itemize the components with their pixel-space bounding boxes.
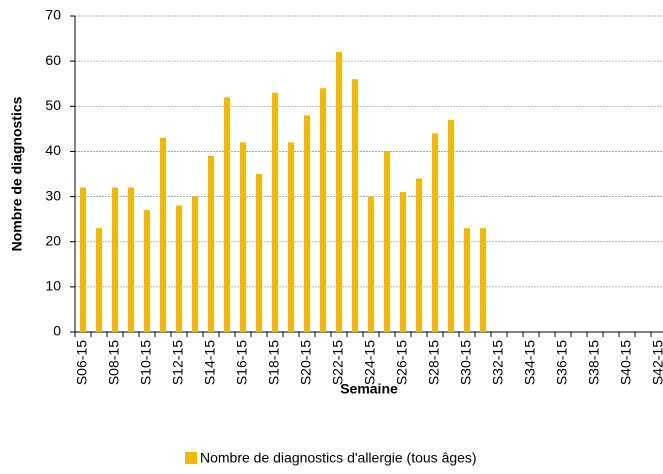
bar	[400, 192, 406, 332]
x-tick-label: S32-15	[490, 340, 506, 385]
x-tick-label: S12-15	[170, 340, 186, 385]
y-axis-title: Nombre de diagnostics	[9, 96, 25, 251]
bar	[80, 187, 86, 332]
bar	[240, 142, 246, 332]
x-tick-label: S06-15	[74, 340, 90, 385]
x-tick-label: S08-15	[106, 340, 122, 385]
x-tick-label: S26-15	[394, 340, 410, 385]
bar	[128, 187, 134, 332]
bar	[192, 196, 198, 332]
x-tick-label: S30-15	[458, 340, 474, 385]
x-tick-label: S20-15	[298, 340, 314, 385]
y-tick-label: 30	[45, 187, 61, 203]
bar	[320, 88, 326, 332]
bar	[352, 79, 358, 332]
bar	[208, 155, 214, 332]
x-tick-label: S16-15	[234, 340, 250, 385]
bar	[288, 142, 294, 332]
x-tick-label: S14-15	[202, 340, 218, 385]
y-tick-label: 0	[53, 323, 61, 339]
x-tick-label: S22-15	[330, 340, 346, 385]
bar	[176, 205, 182, 332]
bar	[224, 97, 230, 332]
x-axis-title: Semaine	[340, 381, 398, 397]
legend-swatch	[185, 452, 197, 464]
bar	[272, 92, 278, 332]
x-tick-label: S10-15	[138, 340, 154, 385]
bar	[336, 52, 342, 332]
x-tick-label: S42-15	[650, 340, 663, 385]
y-tick-label: 70	[45, 7, 61, 23]
bar	[384, 151, 390, 332]
bar	[432, 133, 438, 332]
y-tick-label: 10	[45, 278, 61, 294]
bar	[368, 196, 374, 332]
bar	[480, 228, 486, 332]
bar	[448, 119, 454, 332]
bar	[304, 115, 310, 332]
legend-label: Nombre de diagnostics d'allergie (tous â…	[200, 450, 477, 466]
x-tick-label: S34-15	[522, 340, 538, 385]
y-tick-label: 50	[45, 97, 61, 113]
y-tick-label: 40	[45, 142, 61, 158]
x-tick-label: S40-15	[618, 340, 634, 385]
x-tick-label: S36-15	[554, 340, 570, 385]
x-tick-label: S28-15	[426, 340, 442, 385]
y-tick-label: 20	[45, 232, 61, 248]
bar	[160, 137, 166, 332]
legend-entry: Nombre de diagnostics d'allergie (tous â…	[185, 450, 477, 466]
bar	[256, 174, 262, 332]
x-tick-label: S38-15	[586, 340, 602, 385]
bar	[112, 187, 118, 332]
x-tick-label: S24-15	[362, 340, 378, 385]
bar	[416, 178, 422, 332]
x-tick-label: S18-15	[266, 340, 282, 385]
bar	[96, 228, 102, 332]
bar	[144, 210, 150, 332]
y-tick-label: 60	[45, 52, 61, 68]
bar	[464, 228, 470, 332]
